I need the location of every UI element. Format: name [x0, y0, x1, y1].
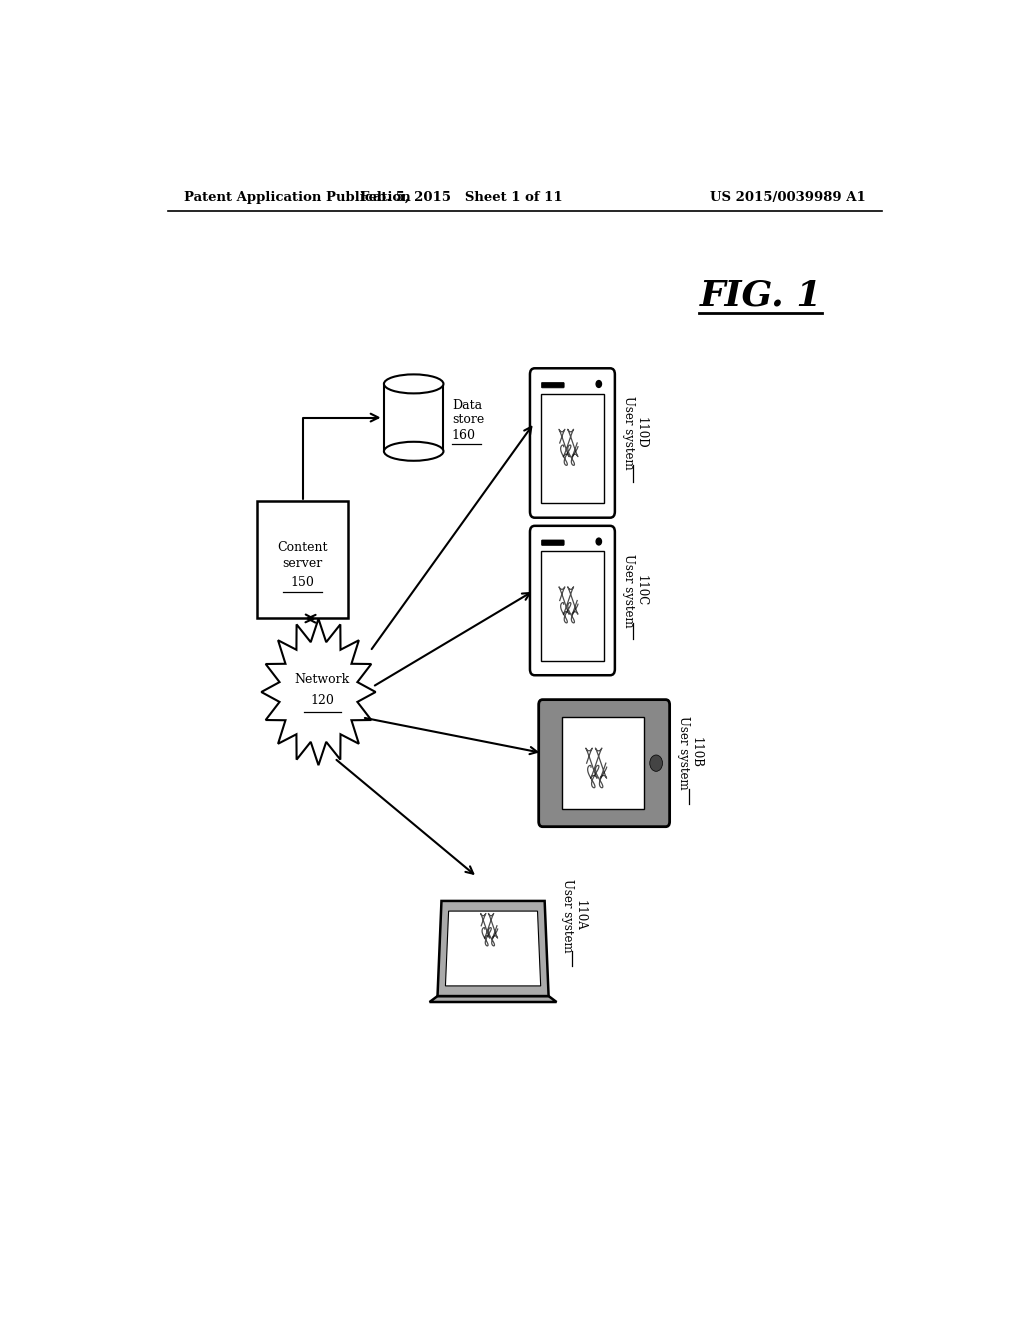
- Polygon shape: [261, 619, 376, 766]
- Text: 160: 160: [452, 429, 476, 442]
- Bar: [384, 384, 443, 451]
- Circle shape: [650, 755, 663, 771]
- Text: US 2015/0039989 A1: US 2015/0039989 A1: [711, 190, 866, 203]
- Text: User system: User system: [622, 553, 635, 627]
- Text: 110D: 110D: [634, 417, 647, 449]
- Ellipse shape: [384, 442, 443, 461]
- Text: User system: User system: [622, 396, 635, 470]
- Circle shape: [596, 380, 601, 388]
- Text: Patent Application Publication: Patent Application Publication: [183, 190, 411, 203]
- Text: Feb. 5, 2015   Sheet 1 of 11: Feb. 5, 2015 Sheet 1 of 11: [360, 190, 562, 203]
- FancyBboxPatch shape: [539, 700, 670, 826]
- FancyBboxPatch shape: [542, 540, 564, 545]
- Text: 120: 120: [310, 693, 335, 706]
- FancyBboxPatch shape: [541, 552, 604, 661]
- FancyBboxPatch shape: [541, 393, 604, 503]
- Text: Data: Data: [452, 399, 482, 412]
- Text: 110A: 110A: [573, 900, 586, 931]
- Text: 110C: 110C: [634, 574, 647, 606]
- FancyBboxPatch shape: [562, 717, 644, 809]
- Text: Content: Content: [278, 541, 328, 554]
- Text: 110B: 110B: [690, 738, 702, 768]
- Text: User system: User system: [560, 879, 573, 953]
- Ellipse shape: [384, 375, 443, 393]
- Text: User system: User system: [677, 717, 690, 789]
- Polygon shape: [445, 911, 541, 986]
- FancyBboxPatch shape: [257, 502, 348, 618]
- FancyBboxPatch shape: [530, 525, 614, 676]
- Polygon shape: [430, 997, 557, 1002]
- Text: Network: Network: [295, 673, 350, 686]
- Text: 150: 150: [291, 576, 314, 589]
- Text: FIG. 1: FIG. 1: [699, 279, 822, 313]
- FancyBboxPatch shape: [542, 383, 564, 388]
- Circle shape: [596, 539, 601, 545]
- Text: server: server: [283, 557, 323, 570]
- FancyBboxPatch shape: [530, 368, 614, 517]
- Text: store: store: [452, 413, 484, 426]
- Polygon shape: [437, 902, 549, 997]
